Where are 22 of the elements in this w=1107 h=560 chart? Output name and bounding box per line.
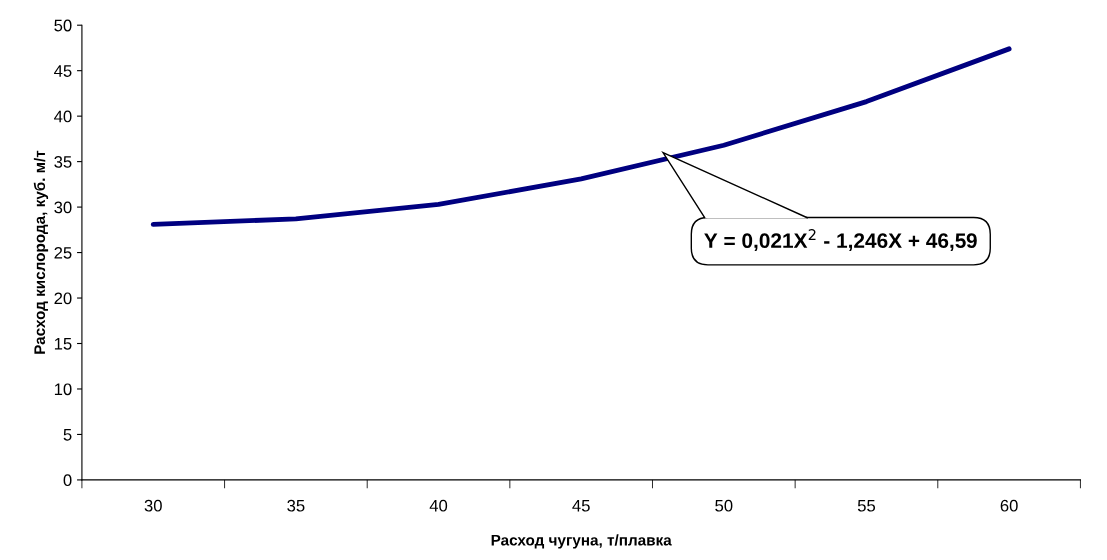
x-tick-label: 30 [144,499,162,512]
x-tick-label: 60 [1000,499,1018,512]
x-tick-label: 35 [287,499,305,512]
y-tick-label: 50 [54,19,72,32]
y-tick-label: 15 [54,338,72,350]
y-tick-label: 5 [63,429,72,441]
annotation: Y = 0,021X$^{2}$ - 1,246X + 46,59 [704,229,977,252]
y-axis-title: Расход кислорода, куб. м/т [33,150,49,354]
y-tick-label: 10 [54,383,72,396]
y-tick-label: 40 [54,110,72,123]
y-tick-label: 30 [54,201,72,214]
x-axis-title: Расход чугуна, т/плавка [491,534,672,549]
y-tick-label: 25 [54,246,72,259]
y-tick-label: 0 [63,474,72,487]
x-tick-label: 55 [857,499,876,512]
y-tick-label: 45 [54,65,72,77]
x-tick-label: 50 [715,499,733,512]
y-tick-label: 20 [54,292,72,305]
y-tick-label: 35 [54,156,72,168]
x-tick-label: 40 [429,499,448,512]
line-series [150,46,1012,227]
x-tick-label: 45 [572,499,590,512]
